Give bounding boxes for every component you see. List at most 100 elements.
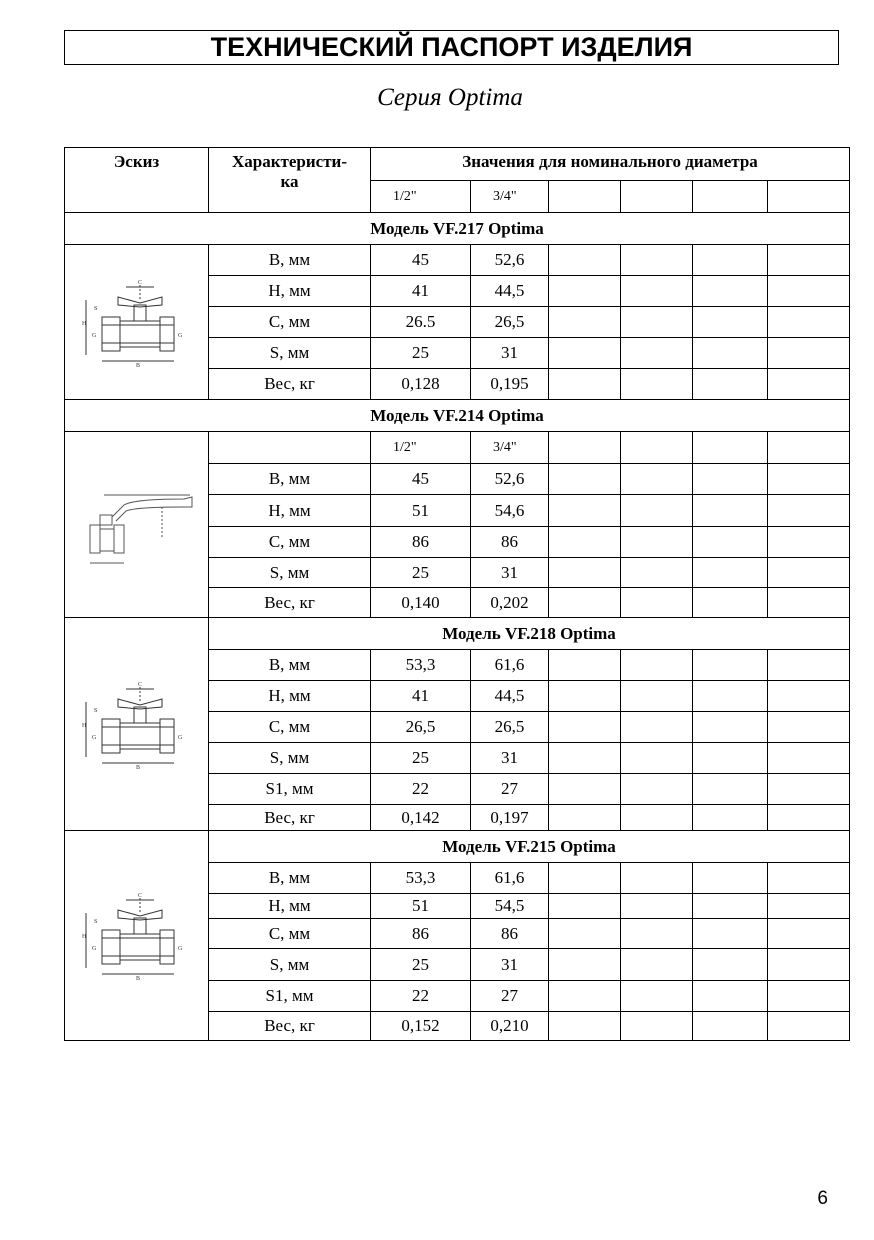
- empty-cell: [548, 980, 621, 1012]
- model-row: H B C S G G Модель VF.218 Optima: [64, 617, 851, 831]
- empty-cell: [620, 773, 693, 805]
- butterfly-valve-sketch-icon: H B C S G G: [64, 244, 209, 400]
- empty-cell: [548, 948, 621, 981]
- characteristic-cell: С, мм: [208, 918, 371, 949]
- empty-cell: [620, 494, 693, 527]
- empty-cell: [548, 587, 621, 618]
- value-cell: 41: [370, 680, 471, 712]
- empty-cell: [620, 649, 693, 681]
- empty-cell: [692, 862, 768, 894]
- empty-cell: [692, 649, 768, 681]
- characteristic-cell: S1, мм: [208, 980, 371, 1012]
- svg-text:S: S: [94, 306, 97, 312]
- value-cell: 22: [370, 980, 471, 1012]
- header-sketch: Эскиз: [64, 147, 209, 213]
- empty-cell: [692, 980, 768, 1012]
- header-size: [620, 180, 693, 213]
- empty-cell: [620, 557, 693, 588]
- page-number: 6: [817, 1188, 828, 1209]
- value-cell: 31: [470, 742, 549, 774]
- table-row: Н, мм 51 54,6: [65, 494, 851, 527]
- characteristic-cell: S, мм: [208, 948, 371, 981]
- svg-text:S: S: [94, 708, 97, 714]
- empty-cell: [766, 526, 851, 558]
- table-row: Н, мм 51 54,5: [65, 893, 851, 919]
- model-row: Модель VF.214 Optima: [63, 399, 851, 432]
- value-cell: 86: [470, 918, 549, 949]
- empty-cell: [692, 306, 768, 338]
- table-row: S1, мм 22 27: [65, 980, 851, 1012]
- value-cell: 26,5: [470, 711, 549, 743]
- empty-cell: [620, 244, 693, 276]
- empty-cell: [766, 431, 851, 464]
- value-cell: 26,5: [470, 306, 549, 338]
- header-size: 1/2": [370, 180, 471, 213]
- value-cell: 0,140: [370, 587, 471, 618]
- table-row: В, мм 53,3 61,6: [65, 649, 851, 681]
- characteristic-cell: S, мм: [208, 557, 371, 588]
- value-cell: 54,6: [470, 494, 549, 527]
- characteristic-cell: Вес, кг: [208, 587, 371, 618]
- empty-cell: [620, 306, 693, 338]
- empty-cell: [766, 742, 851, 774]
- svg-text:C: C: [138, 682, 142, 688]
- value-cell: 0,195: [470, 368, 549, 400]
- specs-table: Эскиз Характеристи- ка Значения для номина…: [63, 147, 851, 1041]
- empty-cell: [620, 948, 693, 981]
- empty-cell: [692, 557, 768, 588]
- svg-text:C: C: [138, 280, 142, 286]
- header-row: Эскиз Характеристи- ка Значения для номина…: [64, 147, 851, 213]
- svg-text:G: G: [178, 735, 183, 741]
- svg-text:G: G: [178, 946, 183, 952]
- empty-cell: [548, 804, 621, 831]
- empty-cell: [692, 1011, 768, 1041]
- size-cell: 1/2": [370, 431, 471, 464]
- characteristic-cell: S, мм: [208, 742, 371, 774]
- value-cell: 51: [370, 893, 471, 919]
- empty-cell: [620, 368, 693, 400]
- characteristic-cell: В, мм: [208, 649, 371, 681]
- empty-cell: [692, 804, 768, 831]
- value-cell: 45: [370, 463, 471, 495]
- empty-cell: [692, 275, 768, 307]
- empty-cell: [692, 368, 768, 400]
- svg-text:C: C: [138, 893, 142, 899]
- header-sizes-row: 1/2" 3/4": [65, 180, 851, 213]
- value-cell: 26.5: [370, 306, 471, 338]
- model-title: Модель VF.218 Optima: [207, 617, 851, 650]
- value-cell: 0,128: [370, 368, 471, 400]
- value-cell: 0,152: [370, 1011, 471, 1041]
- value-cell: 0,210: [470, 1011, 549, 1041]
- empty-cell: [548, 463, 621, 495]
- value-cell: 22: [370, 773, 471, 805]
- empty-cell: [620, 980, 693, 1012]
- empty-cell: [548, 244, 621, 276]
- size-cell: 3/4": [470, 431, 549, 464]
- value-cell: 27: [470, 980, 549, 1012]
- empty-cell: [766, 918, 851, 949]
- empty-cell: [692, 711, 768, 743]
- empty-cell: [692, 526, 768, 558]
- svg-text:B: B: [136, 363, 140, 369]
- model-title: Модель VF.214 Optima: [63, 399, 851, 432]
- empty-cell: [620, 742, 693, 774]
- value-cell: 52,6: [470, 463, 549, 495]
- empty-cell: [766, 948, 851, 981]
- empty-cell: [620, 337, 693, 369]
- characteristic-cell: Вес, кг: [208, 1011, 371, 1041]
- empty-cell: [548, 557, 621, 588]
- empty-cell: [548, 680, 621, 712]
- header-size: [548, 180, 621, 213]
- characteristic-cell: С, мм: [208, 526, 371, 558]
- value-cell: 45: [370, 244, 471, 276]
- value-cell: 51: [370, 494, 471, 527]
- model-row: Модель VF.217 Optima: [63, 212, 851, 245]
- characteristic-cell: Н, мм: [208, 893, 371, 919]
- empty-cell: [692, 893, 768, 919]
- empty-cell: [548, 431, 621, 464]
- header-characteristic: Характеристи- ка: [208, 147, 371, 213]
- characteristic-cell: Вес, кг: [208, 804, 371, 831]
- svg-text:B: B: [136, 976, 140, 982]
- value-cell: 52,6: [470, 244, 549, 276]
- empty-cell: [692, 337, 768, 369]
